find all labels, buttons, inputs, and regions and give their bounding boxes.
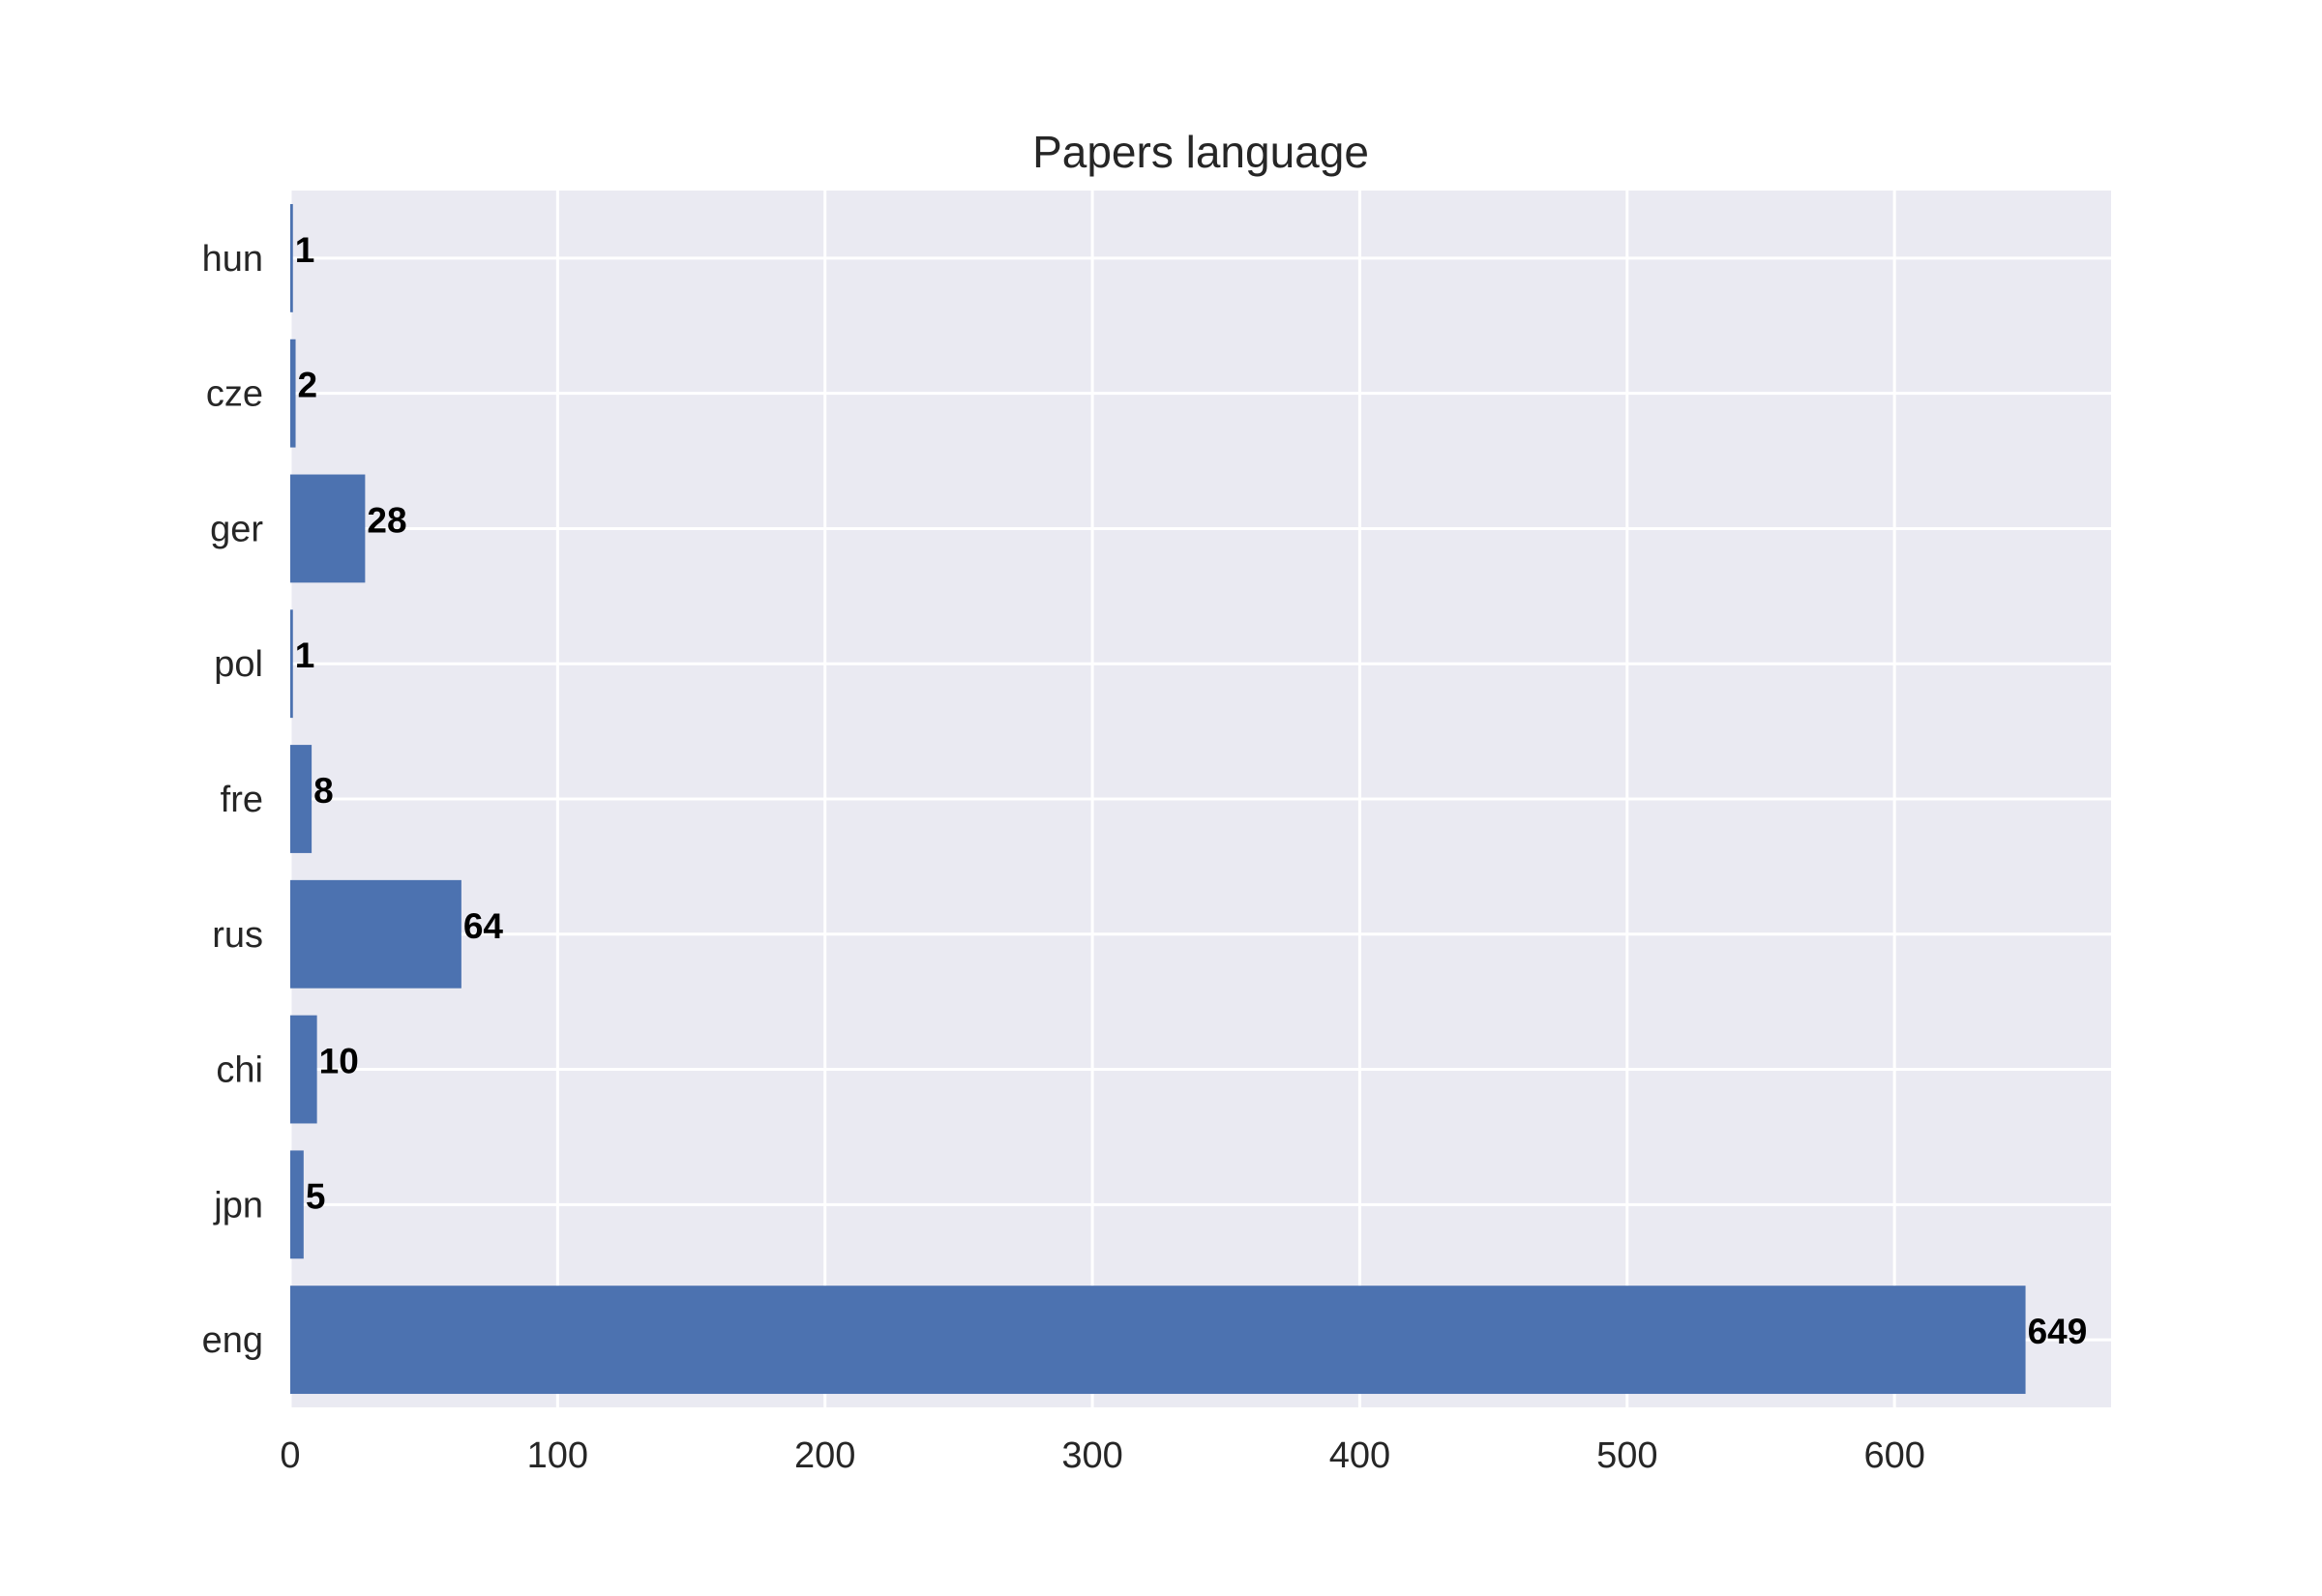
x-tick-label: 0 xyxy=(280,1435,300,1476)
bar-chi xyxy=(290,1015,317,1124)
data-label-jpn: 5 xyxy=(306,1176,326,1216)
bars xyxy=(290,203,2026,1395)
bar-jpn xyxy=(290,1150,304,1259)
bar-hun xyxy=(290,203,293,312)
bar-eng xyxy=(290,1286,2026,1395)
data-labels: 649 5 10 64 8 1 28 2 1 xyxy=(295,230,2088,1351)
y-tick-label: rus xyxy=(212,915,263,956)
y-axis-ticks: eng jpn chi rus fre pol ger cze hun xyxy=(202,239,264,1361)
data-label-chi: 10 xyxy=(319,1042,359,1081)
bar-fre xyxy=(290,745,313,853)
x-axis-ticks: 0 100 200 300 400 500 600 xyxy=(280,1435,1924,1476)
data-label-hun: 1 xyxy=(295,230,315,270)
bar-rus xyxy=(290,879,461,989)
y-tick-label: chi xyxy=(216,1050,263,1091)
data-label-cze: 2 xyxy=(298,366,318,405)
chart-title: Papers language xyxy=(1032,127,1369,177)
x-tick-label: 400 xyxy=(1329,1435,1390,1476)
data-label-eng: 649 xyxy=(2028,1312,2088,1351)
bar-cze xyxy=(290,339,296,448)
y-tick-label: pol xyxy=(214,644,263,685)
data-label-rus: 64 xyxy=(463,906,504,946)
x-tick-label: 200 xyxy=(794,1435,855,1476)
x-tick-label: 500 xyxy=(1596,1435,1657,1476)
x-tick-label: 100 xyxy=(527,1435,588,1476)
y-tick-label: hun xyxy=(202,239,263,280)
y-tick-label: eng xyxy=(202,1320,263,1361)
x-tick-label: 300 xyxy=(1061,1435,1122,1476)
y-tick-label: jpn xyxy=(213,1185,263,1226)
y-tick-label: cze xyxy=(206,374,263,415)
x-tick-label: 600 xyxy=(1863,1435,1924,1476)
data-label-pol: 1 xyxy=(295,635,315,675)
y-tick-label: fre xyxy=(221,780,263,820)
bar-pol xyxy=(290,609,293,719)
data-label-fre: 8 xyxy=(313,771,334,811)
data-label-ger: 28 xyxy=(367,500,406,540)
bar-ger xyxy=(290,474,366,583)
y-tick-label: ger xyxy=(210,509,263,549)
